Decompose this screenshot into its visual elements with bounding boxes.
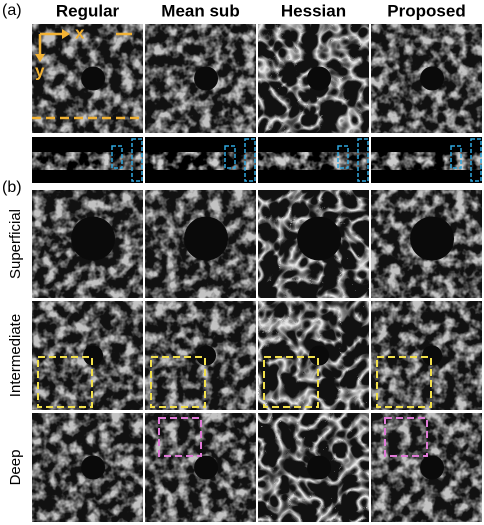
fovea [194, 455, 219, 480]
bscan-box [111, 145, 123, 169]
bscan-layer [32, 152, 143, 170]
fovea [422, 345, 443, 366]
axis-label-x: x [75, 23, 85, 42]
fovea [307, 455, 332, 480]
fovea [309, 345, 330, 366]
fovea [81, 66, 106, 91]
fovea [71, 216, 116, 261]
fovea [410, 216, 455, 261]
row-label: Deep [7, 450, 24, 486]
bscan-layer [371, 152, 482, 170]
roi-box [263, 356, 319, 408]
panel-b-label: (b) [2, 179, 22, 196]
arrowhead-x [62, 29, 70, 39]
column-header: Proposed [387, 1, 465, 20]
roi-box [150, 356, 206, 408]
roi-box-deep [158, 417, 202, 457]
roi-box [37, 356, 93, 408]
bscan-box [224, 145, 236, 169]
bscan-layer [145, 152, 256, 170]
fovea [81, 455, 106, 480]
bscan-box [131, 138, 143, 182]
bscan-box [337, 145, 349, 169]
bscan-box [244, 138, 256, 182]
bscan-layer [258, 152, 369, 170]
fovea [307, 66, 332, 91]
panel-a-label: (a) [2, 2, 22, 19]
roi-box-deep [384, 417, 428, 457]
column-header: Regular [56, 1, 120, 20]
column-header: Hessian [281, 1, 346, 20]
bscan-box [450, 145, 462, 169]
bscan-box [470, 138, 482, 182]
axis-label-y: y [35, 61, 45, 80]
fovea [420, 66, 445, 91]
row-label: Superficial [7, 209, 24, 279]
fovea [83, 345, 104, 366]
fovea [420, 455, 445, 480]
arrowhead-y [35, 54, 45, 62]
row-label: Intermediate [7, 314, 24, 397]
column-header: Mean sub [161, 1, 239, 20]
fovea [196, 345, 217, 366]
bscan-box [357, 138, 369, 182]
roi-box [376, 356, 432, 408]
fovea [184, 216, 229, 261]
fovea [194, 66, 219, 91]
fovea [297, 216, 342, 261]
